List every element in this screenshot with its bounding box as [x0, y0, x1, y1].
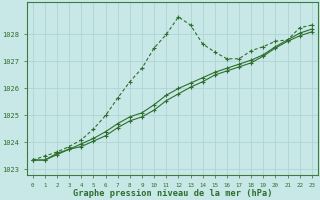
X-axis label: Graphe pression niveau de la mer (hPa): Graphe pression niveau de la mer (hPa)	[73, 189, 272, 198]
